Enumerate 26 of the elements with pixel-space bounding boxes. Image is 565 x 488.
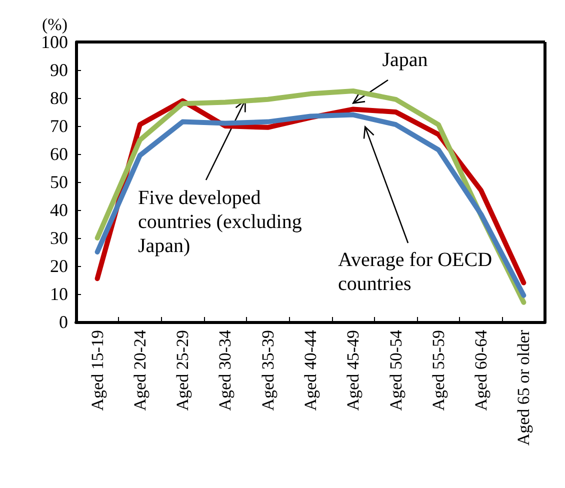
y-tick-label: 60 bbox=[50, 144, 68, 164]
y-tick-label: 90 bbox=[50, 60, 68, 80]
x-tick-label: Aged 20-24 bbox=[130, 330, 150, 411]
y-tick-label: 0 bbox=[59, 312, 68, 332]
x-tick-label: Aged 40-44 bbox=[301, 330, 320, 411]
y-tick-label: 80 bbox=[50, 88, 68, 108]
series-label: Average for OECD countries bbox=[338, 249, 498, 295]
y-tick-label: 70 bbox=[50, 116, 68, 136]
y-tick-label: 10 bbox=[50, 284, 68, 304]
x-tick-label: Aged 65 or older bbox=[514, 330, 534, 446]
x-tick-label: Aged 35-39 bbox=[258, 330, 278, 411]
text: Japan bbox=[382, 49, 428, 71]
y-tick-label: 20 bbox=[50, 256, 68, 276]
x-tick-label: Aged 55-59 bbox=[428, 330, 448, 411]
y-tick-label: 100 bbox=[41, 32, 68, 52]
y-tick-label: 50 bbox=[50, 172, 68, 192]
series-label: Five developed countries (excluding Japan) bbox=[138, 187, 307, 257]
y-axis-title: (%) bbox=[42, 15, 68, 34]
y-tick-label: 40 bbox=[50, 200, 68, 220]
x-tick-label: Aged 30-34 bbox=[216, 330, 235, 411]
x-tick-label: Aged 15-19 bbox=[88, 330, 107, 411]
x-tick-label: Aged 50-54 bbox=[386, 330, 406, 411]
x-tick-label: Aged 60-64 bbox=[472, 330, 491, 411]
x-tick-label: Aged 25-29 bbox=[173, 330, 192, 411]
x-tick-label: Aged 45-49 bbox=[344, 330, 363, 411]
y-tick-label: 30 bbox=[50, 228, 68, 248]
